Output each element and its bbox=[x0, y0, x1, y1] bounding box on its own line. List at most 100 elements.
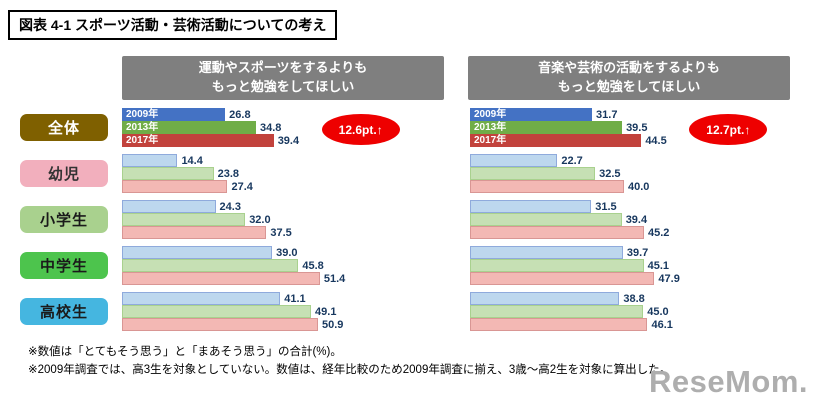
bar-value: 38.8 bbox=[623, 292, 645, 305]
bar-2009年-高校生 bbox=[122, 292, 281, 305]
bar-value: 44.5 bbox=[645, 134, 667, 147]
bar-row: 45.0 bbox=[470, 305, 814, 318]
bar-row: 46.1 bbox=[470, 318, 814, 331]
bar-2013年-全体: 2013年 bbox=[122, 121, 256, 134]
bar-2009年-小学生 bbox=[122, 200, 216, 213]
bar-2009年-幼児 bbox=[122, 154, 178, 167]
bar-group-0-3: 39.0 45.8 51.4 bbox=[122, 246, 466, 285]
annotation-badge-1: 12.7pt.↑ bbox=[689, 114, 768, 145]
bar-value: 51.4 bbox=[323, 272, 346, 285]
bar-2017年-高校生 bbox=[122, 318, 318, 331]
series-year-label: 2009年 bbox=[474, 109, 507, 120]
chart-header-arts-line2: もっと勉強をしてほしい bbox=[557, 79, 701, 94]
bar-row: 45.2 bbox=[470, 226, 814, 239]
bar-group-0-0: 2009年 26.8 2013年 34.8 2017年 39.4 bbox=[122, 108, 466, 147]
bar-2017年-中学生 bbox=[470, 272, 655, 285]
bar-row: 31.5 bbox=[470, 200, 814, 213]
bar-row: 39.7 bbox=[470, 246, 814, 259]
category-label-1: 幼児 bbox=[20, 160, 108, 187]
bar-2017年-全体: 2017年 bbox=[470, 134, 642, 147]
chart-sports: 2009年 26.8 2013年 34.8 2017年 39.4 14.4 23.8 27.4 2… bbox=[122, 108, 466, 338]
bar-value: 26.8 bbox=[229, 108, 251, 121]
bar-row: 40.0 bbox=[470, 180, 814, 193]
bar-value: 45.0 bbox=[647, 305, 669, 318]
footnote-2: ※2009年調査では、高3生を対象としていない。数値は、経年比較のため2009年… bbox=[28, 363, 672, 376]
bar-2013年-高校生 bbox=[122, 305, 312, 318]
bar-value: 50.9 bbox=[321, 318, 344, 331]
category-slot-2: 小学生 bbox=[12, 200, 116, 239]
bar-value: 40.0 bbox=[628, 180, 650, 193]
bar-2017年-幼児 bbox=[122, 180, 228, 193]
bar-group-0-1: 14.4 23.8 27.4 bbox=[122, 154, 466, 193]
bar-value: 45.2 bbox=[648, 226, 670, 239]
bar-row: 39.4 bbox=[470, 213, 814, 226]
bar-2013年-小学生 bbox=[122, 213, 246, 226]
category-slot-1: 幼児 bbox=[12, 154, 116, 193]
bar-row: 51.4 bbox=[122, 272, 466, 285]
bar-value: 31.7 bbox=[596, 108, 618, 121]
bar-value: 37.5 bbox=[270, 226, 292, 239]
bar-group-1-0: 2009年 31.7 2013年 39.5 2017年 44.5 bbox=[470, 108, 814, 147]
bar-row: 45.8 bbox=[122, 259, 466, 272]
bar-value: 39.7 bbox=[626, 246, 649, 259]
bar-2009年-幼児 bbox=[470, 154, 558, 167]
bar-2017年-小学生 bbox=[470, 226, 645, 239]
bar-row: 22.7 bbox=[470, 154, 814, 167]
bar-value: 39.4 bbox=[277, 134, 300, 147]
bar-2017年-幼児 bbox=[470, 180, 624, 193]
bar-2013年-幼児 bbox=[122, 167, 214, 180]
bar-row: 2009年 31.7 bbox=[470, 108, 814, 121]
category-slot-0: 全体 bbox=[12, 108, 116, 147]
bar-2013年-中学生 bbox=[122, 259, 299, 272]
category-slot-4: 高校生 bbox=[12, 292, 116, 331]
category-slot-3: 中学生 bbox=[12, 246, 116, 285]
bar-2013年-小学生 bbox=[470, 213, 622, 226]
bar-row: 27.4 bbox=[122, 180, 466, 193]
bar-row: 47.9 bbox=[470, 272, 814, 285]
bar-row: 32.0 bbox=[122, 213, 466, 226]
category-label-2: 小学生 bbox=[20, 206, 108, 233]
bar-value: 45.8 bbox=[302, 259, 324, 272]
bar-group-1-3: 39.7 45.1 47.9 bbox=[470, 246, 814, 285]
chart-header-sports-line1: 運動やスポーツをするよりも bbox=[198, 60, 368, 76]
bar-row: 32.5 bbox=[470, 167, 814, 180]
chart-header-arts: 音楽や芸術の活動をするよりも もっと勉強をしてほしい bbox=[468, 56, 790, 100]
chart-arts: 2009年 31.7 2013年 39.5 2017年 44.5 22.7 32.5 40.0 3… bbox=[470, 108, 814, 338]
bar-value: 14.4 bbox=[181, 154, 203, 167]
bar-value: 24.3 bbox=[219, 200, 241, 213]
bar-group-1-2: 31.5 39.4 45.2 bbox=[470, 200, 814, 239]
bar-2013年-中学生 bbox=[470, 259, 644, 272]
bar-row: 39.0 bbox=[122, 246, 466, 259]
chart-header-arts-line1: 音楽や芸術の活動をするよりも bbox=[538, 60, 720, 76]
watermark-logo: ReseMom. bbox=[648, 364, 808, 399]
bar-2009年-中学生 bbox=[122, 246, 273, 259]
series-year-label: 2013年 bbox=[126, 122, 159, 133]
footnote-1: ※数値は「とてもそう思う」と「まあそう思う」の合計(%)。 bbox=[28, 346, 342, 358]
bar-row: 2009年 26.8 bbox=[122, 108, 466, 121]
chart-header-sports: 運動やスポーツをするよりも もっと勉強をしてほしい bbox=[122, 56, 444, 100]
bar-value: 46.1 bbox=[651, 318, 673, 331]
figure-title: 図表 4-1 スポーツ活動・芸術活動についての考え bbox=[8, 10, 338, 40]
bar-value: 49.1 bbox=[315, 305, 337, 318]
bar-2017年-中学生 bbox=[122, 272, 320, 285]
bar-2017年-小学生 bbox=[122, 226, 267, 239]
category-label-0: 全体 bbox=[20, 114, 108, 141]
bar-row: 49.1 bbox=[122, 305, 466, 318]
bar-row: 2017年 39.4 bbox=[122, 134, 466, 147]
bar-value: 23.8 bbox=[217, 167, 240, 180]
bar-value: 41.1 bbox=[284, 292, 306, 305]
bar-2013年-高校生 bbox=[470, 305, 644, 318]
bar-2009年-高校生 bbox=[470, 292, 620, 305]
series-year-label: 2009年 bbox=[126, 109, 159, 120]
bar-value: 39.0 bbox=[276, 246, 298, 259]
bar-row: 45.1 bbox=[470, 259, 814, 272]
bar-value: 32.0 bbox=[249, 213, 271, 226]
bar-value: 34.8 bbox=[259, 121, 282, 134]
series-year-label: 2017年 bbox=[474, 135, 507, 146]
bar-row: 41.1 bbox=[122, 292, 466, 305]
bar-2009年-全体: 2009年 bbox=[470, 108, 593, 121]
bar-row: 2017年 44.5 bbox=[470, 134, 814, 147]
bar-2013年-全体: 2013年 bbox=[470, 121, 623, 134]
bar-2009年-小学生 bbox=[470, 200, 592, 213]
